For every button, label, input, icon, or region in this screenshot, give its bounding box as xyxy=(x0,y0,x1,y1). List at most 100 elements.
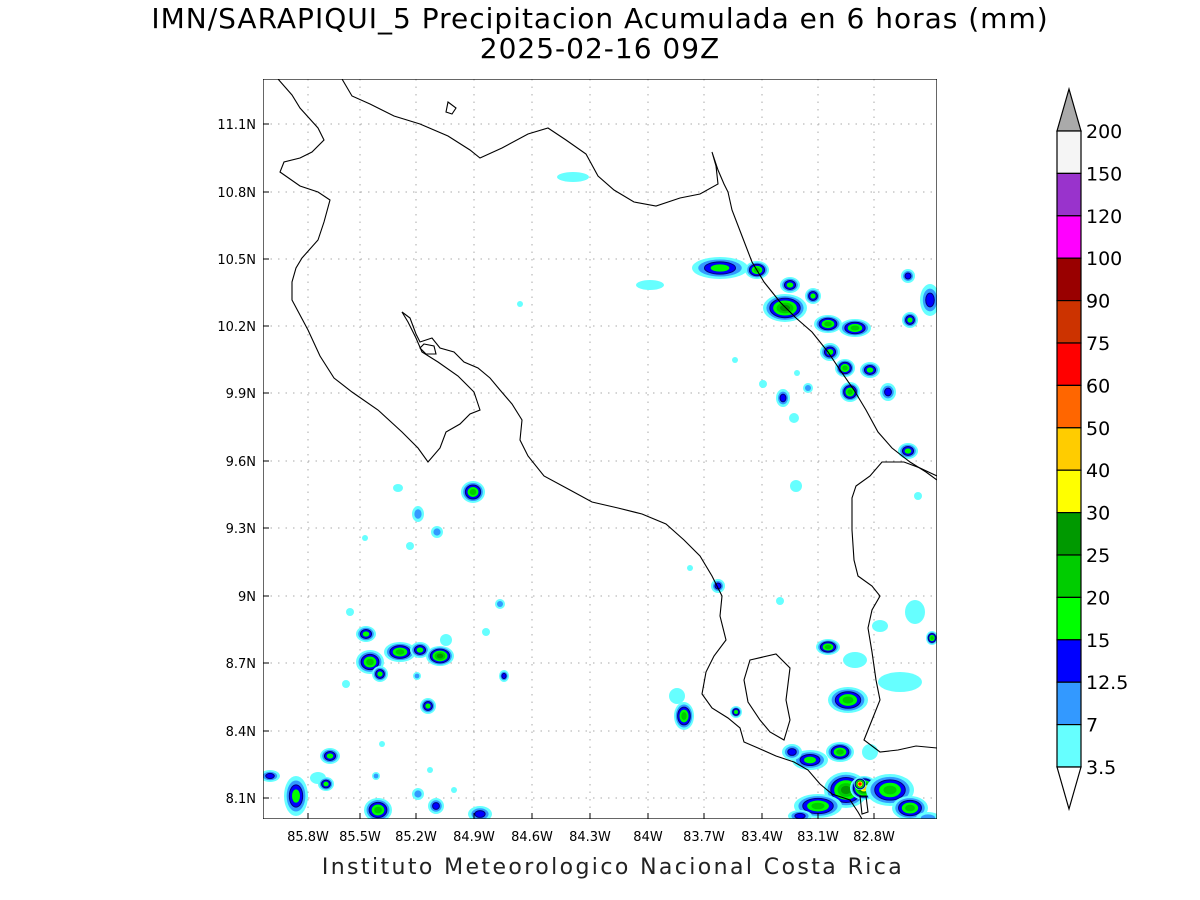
precip-cell xyxy=(482,628,490,636)
colorbar-box xyxy=(1056,427,1082,471)
precip-cell xyxy=(839,319,871,337)
precip-cell xyxy=(860,362,880,378)
precip-cell xyxy=(902,312,918,328)
lat-label: 10.2N xyxy=(217,320,256,335)
lon-label: 85.8W xyxy=(287,830,329,845)
precip-cell xyxy=(346,608,354,616)
precip-cell xyxy=(763,294,807,322)
lat-label: 9N xyxy=(238,590,256,605)
precip-cell xyxy=(431,526,443,538)
colorbar-label: 25 xyxy=(1086,545,1110,567)
colorbar-label: 7 xyxy=(1086,715,1098,737)
colorbar: 3.5 7 12.5 15 20 25 30 40 50 60 75 90 100 120 150 200 xyxy=(1056,86,1128,812)
border-panama xyxy=(851,461,937,753)
precip-cell xyxy=(759,380,767,388)
lat-label: 8.1N xyxy=(226,792,256,807)
precip-cell xyxy=(318,777,334,791)
precip-cell xyxy=(428,798,444,814)
precip-cell xyxy=(803,383,813,393)
axis-labels: 85.8W 85.5W 85.2W 84.9W 84.6W 84.3W 84W 83.7W 83… xyxy=(217,118,895,845)
precip-cell xyxy=(826,742,854,762)
lat-label: 9.6N xyxy=(226,455,256,470)
precip-cell xyxy=(413,672,421,680)
coastline-caribbean xyxy=(341,79,937,481)
colorbar-label: 75 xyxy=(1086,333,1110,355)
lon-label: 85.2W xyxy=(395,830,437,845)
colorbar-box xyxy=(1056,172,1082,217)
colorbar-label: 120 xyxy=(1086,206,1122,228)
precip-cell xyxy=(828,687,868,713)
precip-cell xyxy=(789,413,799,423)
coastline-north xyxy=(277,79,481,463)
precip-cell xyxy=(780,277,800,293)
precip-cell xyxy=(776,389,790,407)
precip-cell xyxy=(914,492,922,500)
lon-label: 83.7W xyxy=(683,830,725,845)
precip-cell xyxy=(816,639,840,655)
precip-cell xyxy=(872,620,888,632)
precip-cell xyxy=(364,798,392,819)
precip-cell xyxy=(410,642,430,658)
precip-cell xyxy=(905,600,925,624)
island-nicoya xyxy=(419,343,437,355)
precip-cell xyxy=(499,670,509,682)
colorbar-label: 50 xyxy=(1086,418,1110,440)
precip-cell xyxy=(814,315,842,333)
precip-cell xyxy=(461,481,485,503)
precip-cell xyxy=(843,652,867,668)
precip-cell xyxy=(730,706,742,718)
precip-cell xyxy=(782,744,802,760)
lon-label: 85.5W xyxy=(339,830,381,845)
precip-cell xyxy=(557,172,589,182)
precip-cell xyxy=(495,599,505,609)
lat-label: 9.3N xyxy=(226,522,256,537)
precip-cell xyxy=(412,788,424,800)
lon-label: 82.8W xyxy=(853,830,895,845)
lat-label: 10.5N xyxy=(217,253,256,268)
precip-cell xyxy=(692,257,748,279)
lat-label: 11.1N xyxy=(217,118,256,133)
coastline xyxy=(277,79,937,819)
plot-area xyxy=(263,79,937,819)
precip-cell xyxy=(794,370,800,376)
precip-cell xyxy=(862,744,878,760)
precip-cell xyxy=(878,672,922,692)
precip-cell xyxy=(835,359,855,377)
precip-cell xyxy=(284,776,308,816)
precip-cell xyxy=(263,770,280,782)
precip-cell xyxy=(384,642,416,662)
colorbar-box xyxy=(1056,469,1082,514)
colorbar-label: 40 xyxy=(1086,460,1110,482)
colorbar-box xyxy=(1056,639,1082,683)
colorbar-box xyxy=(1056,511,1082,556)
map-title: IMN/SARAPIQUI_5 Precipitacion Acumulada … xyxy=(151,2,1049,35)
precip-cell xyxy=(440,634,452,646)
colorbar-box xyxy=(1056,554,1082,599)
map-subtitle: 2025-02-16 09Z xyxy=(479,32,721,65)
colorbar-box xyxy=(1056,384,1082,429)
precip-cell xyxy=(356,626,376,642)
colorbar-box xyxy=(1056,596,1082,641)
precipitation-field xyxy=(263,172,937,819)
colorbar-box xyxy=(1056,342,1082,387)
colorbar-label: 20 xyxy=(1086,587,1110,609)
precip-cell xyxy=(854,778,866,790)
precip-cell xyxy=(517,301,523,307)
colorbar-box xyxy=(1056,130,1082,175)
colorbar-arrow-bottom xyxy=(1056,766,1082,812)
precip-cell xyxy=(901,269,915,283)
precip-cell xyxy=(451,787,457,793)
colorbar-label: 3.5 xyxy=(1086,757,1116,779)
precip-cell xyxy=(427,767,433,773)
lon-label: 83.4W xyxy=(741,830,783,845)
lat-label: 8.7N xyxy=(226,657,256,672)
coastline-gulf xyxy=(401,311,863,819)
precip-cell xyxy=(805,288,821,304)
colorbar-label: 100 xyxy=(1086,248,1122,270)
colorbar-label: 150 xyxy=(1086,163,1122,185)
precip-cell xyxy=(372,666,388,682)
precip-cell xyxy=(920,284,937,316)
colorbar-box xyxy=(1056,681,1082,726)
precip-cell xyxy=(687,565,693,571)
